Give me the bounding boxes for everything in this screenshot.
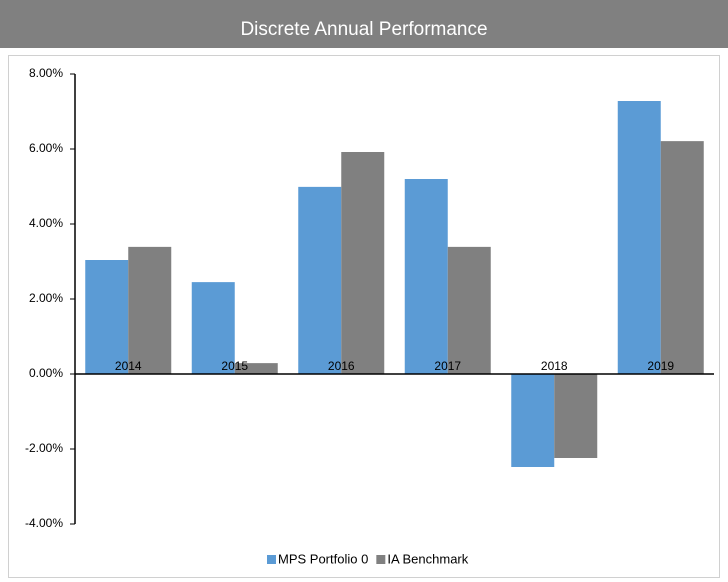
y-tick-label: -2.00% <box>25 441 63 455</box>
y-tick-label: 4.00% <box>29 216 63 230</box>
bar <box>447 246 491 374</box>
x-tick-label: 2015 <box>221 359 248 373</box>
y-tick-label: -4.00% <box>25 516 63 530</box>
x-tick-label: 2018 <box>541 359 568 373</box>
legend-swatch <box>376 555 386 564</box>
legend-label: IA Benchmark <box>387 551 468 566</box>
bar <box>191 282 235 374</box>
bar <box>617 101 661 374</box>
x-tick-label: 2019 <box>647 359 674 373</box>
bar <box>234 363 278 374</box>
bar <box>298 186 342 374</box>
x-tick-label: 2017 <box>434 359 461 373</box>
legend-label: MPS Portfolio 0 <box>278 551 368 566</box>
y-tick-label: 6.00% <box>29 141 63 155</box>
chart-title: Discrete Annual Performance <box>240 19 487 40</box>
title-bar <box>0 0 728 48</box>
bar <box>128 246 172 374</box>
bar <box>341 152 385 374</box>
bar <box>660 141 704 374</box>
x-tick-label: 2016 <box>328 359 355 373</box>
bar <box>511 374 555 467</box>
y-tick-label: 2.00% <box>29 291 63 305</box>
plot-border <box>8 55 720 578</box>
bar <box>85 260 129 374</box>
y-tick-label: 0.00% <box>29 366 63 380</box>
bar <box>404 179 448 374</box>
x-tick-label: 2014 <box>115 359 142 373</box>
legend-swatch <box>267 555 276 564</box>
bar <box>554 374 598 458</box>
y-tick-label: 8.00% <box>29 66 63 80</box>
